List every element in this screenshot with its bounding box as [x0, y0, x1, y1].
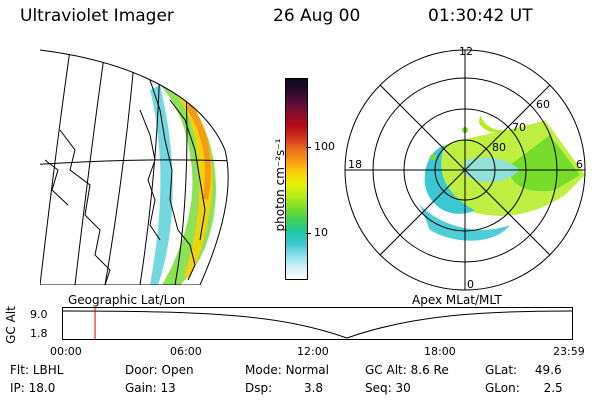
- xtick-0600: 06:00: [170, 345, 202, 358]
- info-mode: Mode: Normal: [245, 363, 329, 377]
- xtick-1800: 18:00: [424, 345, 456, 358]
- geographic-map: [39, 49, 229, 286]
- left-panel-caption: Geographic Lat/Lon: [68, 293, 186, 307]
- seq-label: Seq:: [365, 381, 392, 395]
- flt-label: Flt:: [10, 363, 29, 377]
- colorbar-label-10: 10: [314, 226, 328, 239]
- altitude-ylabel: GC Alt: [3, 306, 18, 344]
- gain-value: 13: [160, 381, 176, 395]
- mlt-label-12: 12: [459, 45, 473, 58]
- mlt-label-0: 0: [467, 278, 474, 291]
- gain-label: Gain:: [125, 381, 157, 395]
- info-ip: IP: 18.0: [10, 381, 55, 395]
- info-door: Door: Open: [125, 363, 194, 377]
- info-dsp: Dsp: 3.8: [245, 381, 323, 395]
- info-seq: Seq: 30: [365, 381, 411, 395]
- ip-label: IP:: [10, 381, 25, 395]
- colorbar: [285, 78, 308, 280]
- glon-label: GLon:: [485, 381, 520, 395]
- mlt-label-18: 18: [348, 158, 362, 171]
- info-gcalt: GC Alt: 8.6 Re: [365, 363, 449, 377]
- mlat-label-80: 80: [492, 141, 506, 154]
- xtick-0000: 00:00: [50, 345, 82, 358]
- altitude-plot-frame: [62, 307, 573, 340]
- geo-grid: [40, 50, 229, 285]
- info-glat: GLat: 49.6: [485, 363, 562, 377]
- colorbar-tick-10: [306, 233, 311, 234]
- earth-limb: [39, 49, 229, 286]
- info-flt: Flt: LBHL: [10, 363, 63, 377]
- geo-aurora: [150, 80, 216, 285]
- ip-value: 18.0: [28, 381, 56, 395]
- glon-value: 2.5: [543, 381, 563, 395]
- gcalt-label: GC Alt:: [365, 363, 407, 377]
- image-date: 26 Aug 00: [273, 6, 361, 26]
- flt-value: LBHL: [32, 363, 64, 377]
- xtick-1200: 12:00: [297, 345, 329, 358]
- seq-value: 30: [395, 381, 411, 395]
- door-label: Door:: [125, 363, 158, 377]
- glat-value: 49.6: [534, 363, 562, 377]
- mlt-label-6: 6: [576, 158, 583, 171]
- door-value: Open: [161, 363, 194, 377]
- dsp-value: 3.8: [303, 381, 324, 395]
- mlat-label-70: 70: [512, 121, 526, 134]
- colorbar-unit-label: photon cm⁻²s⁻¹: [273, 138, 287, 232]
- altitude-plot: [62, 307, 573, 340]
- info-gain: Gain: 13: [125, 381, 176, 395]
- continent-outline: [44, 64, 206, 285]
- altitude-ytick-max: 9.0: [30, 308, 48, 321]
- polar-grid: [344, 49, 586, 291]
- xtick-2359: 23:59: [553, 345, 585, 358]
- mode-label: Mode:: [245, 363, 282, 377]
- polar-plot: [344, 49, 586, 291]
- altitude-ytick-min: 1.8: [30, 327, 48, 340]
- altitude-curve: [62, 310, 573, 339]
- info-glon: GLon: 2.5: [485, 381, 563, 395]
- dsp-label: Dsp:: [245, 381, 273, 395]
- image-time: 01:30:42 UT: [428, 6, 533, 26]
- instrument-title: Ultraviolet Imager: [20, 6, 174, 26]
- colorbar-label-100: 100: [314, 140, 335, 153]
- polar-aurora: [420, 115, 585, 241]
- glat-label: GLat:: [485, 363, 518, 377]
- mode-value: Normal: [285, 363, 329, 377]
- polar-panel-caption: Apex MLat/MLT: [412, 293, 502, 307]
- mlat-label-60: 60: [536, 98, 550, 111]
- gcalt-value: 8.6 Re: [410, 363, 449, 377]
- colorbar-tick-100: [306, 147, 311, 148]
